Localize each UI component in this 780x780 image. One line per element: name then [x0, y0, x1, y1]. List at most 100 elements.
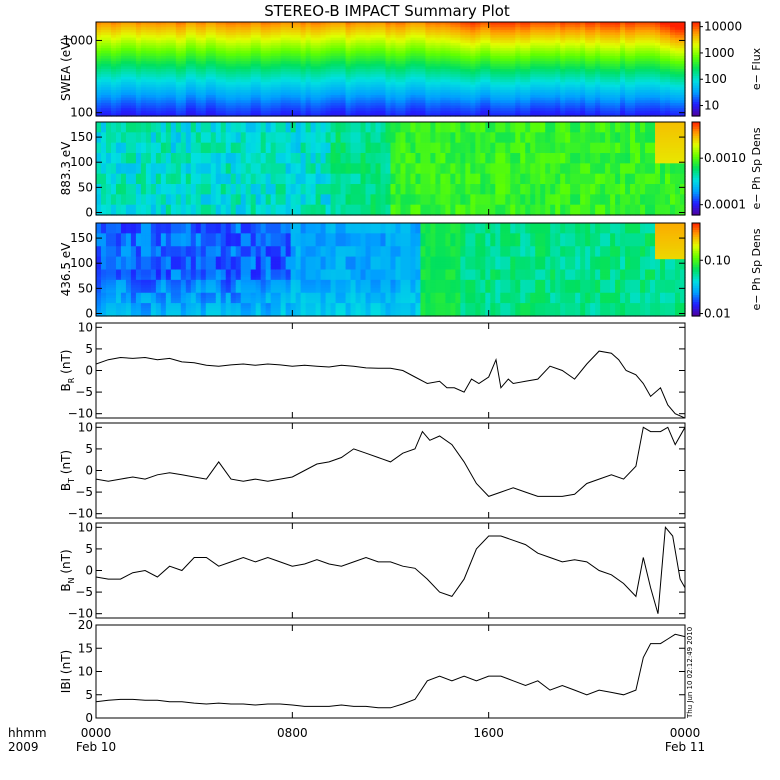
pad883-heat-cell: [140, 163, 147, 167]
swea-heat-cell: [105, 74, 112, 78]
swea-heat-cell: [635, 110, 641, 114]
swea-heat-cell: [550, 40, 556, 44]
swea-heat-cell: [475, 84, 481, 88]
swea-heat-cell: [615, 61, 621, 65]
pad883-heat-cell: [165, 165, 172, 170]
swea-heat-cell: [280, 45, 287, 49]
pad883-heat-cell: [96, 137, 102, 141]
swea-heat-cell: [390, 29, 397, 34]
swea-heat-cell: [605, 69, 611, 73]
swea-heat-cell: [200, 45, 207, 49]
swea-heat-cell: [470, 55, 476, 60]
swea-heat-cell: [360, 69, 367, 73]
swea-heat-cell: [510, 76, 516, 81]
swea-heat-cell: [460, 113, 466, 117]
swea-heat-cell: [345, 29, 352, 34]
swea-heat-cell: [135, 108, 142, 112]
swea-heat-cell: [115, 113, 122, 117]
pad883-heat-cell: [130, 194, 137, 198]
swea-heat-cell: [490, 63, 496, 67]
swea-heat-cell: [255, 84, 262, 88]
pad883-heat-cell: [185, 171, 192, 175]
pad883-heat-cell: [110, 176, 117, 180]
swea-heat-cell: [435, 53, 442, 57]
swea-heat-cell: [475, 40, 481, 44]
swea-heat-cell: [595, 82, 601, 86]
swea-heat-cell: [140, 61, 147, 65]
swea-heat-cell: [530, 61, 536, 65]
swea-heat-cell: [595, 40, 601, 44]
swea-heat-cell: [395, 29, 402, 34]
swea-heat-cell: [415, 45, 422, 49]
swea-heat-cell: [305, 35, 312, 39]
swea-heat-cell: [375, 71, 382, 75]
swea-heat-cell: [360, 50, 367, 54]
pad883-heat-cell: [155, 171, 162, 175]
swea-heat-cell: [490, 105, 496, 109]
pad883-heat-cell: [96, 163, 102, 167]
swea-heat-cell: [235, 24, 242, 28]
pad883-heat-cell: [160, 199, 167, 203]
swea-heat-cell: [310, 37, 317, 41]
swea-heat-cell: [675, 110, 681, 114]
swea-heat-cell: [385, 27, 392, 31]
pad883-heat-cell: [105, 140, 112, 144]
swea-heat-cell: [180, 63, 187, 67]
swea-heat-cell: [340, 92, 347, 96]
swea-heat-cell: [275, 35, 282, 39]
swea-heat-cell: [195, 35, 202, 39]
swea-heat-cell: [180, 24, 187, 28]
swea-heat-cell: [400, 110, 407, 114]
swea-heat-cell: [505, 53, 511, 57]
swea-heat-cell: [665, 100, 671, 104]
swea-heat-cell: [340, 102, 347, 107]
swea-heat-cell: [170, 84, 177, 88]
swea-heat-cell: [620, 35, 626, 39]
swea-heat-cell: [605, 108, 611, 112]
swea-heat-cell: [500, 76, 506, 81]
swea-heat-cell: [185, 27, 192, 31]
swea-heat-cell: [655, 37, 661, 41]
swea-heat-cell: [610, 87, 616, 91]
pad883-heat-cell: [130, 196, 137, 201]
swea-heat-cell: [105, 89, 112, 94]
swea-heat-cell: [280, 82, 287, 86]
swea-heat-cell: [145, 37, 152, 41]
pad883-heat-cell: [100, 173, 107, 177]
swea-heat-cell: [580, 97, 586, 101]
swea-heat-cell: [610, 84, 616, 88]
swea-heat-cell: [145, 66, 152, 70]
swea-heat-cell: [260, 29, 267, 34]
pad883-heat-cell: [105, 178, 112, 183]
swea-heat-cell: [120, 24, 127, 28]
swea-heat-cell: [620, 102, 626, 107]
swea-heat-cell: [225, 110, 232, 114]
swea-heat-cell: [110, 53, 117, 57]
swea-heat-cell: [175, 53, 182, 57]
swea-heat-cell: [325, 45, 332, 49]
pad883-heat-cell: [185, 189, 192, 193]
swea-heat-cell: [470, 63, 476, 67]
swea-heat-cell: [105, 110, 112, 114]
swea-heat-cell: [570, 97, 576, 101]
swea-heat-cell: [275, 66, 282, 70]
swea-heat-cell: [130, 61, 137, 65]
swea-heat-cell: [635, 55, 641, 60]
swea-heat-cell: [365, 87, 372, 91]
swea-heat-cell: [140, 113, 147, 117]
swea-heat-cell: [560, 48, 566, 52]
swea-heat-cell: [540, 50, 546, 54]
swea-heat-cell: [490, 55, 496, 60]
swea-heat-cell: [325, 69, 332, 73]
swea-heat-cell: [430, 89, 437, 94]
swea-heat-cell: [180, 42, 187, 47]
swea-heat-cell: [465, 58, 471, 62]
swea-heat-cell: [570, 63, 576, 67]
swea-heat-cell: [555, 92, 561, 96]
pad883-heat-cell: [100, 199, 107, 203]
swea-heat-cell: [635, 92, 641, 96]
swea-heat-cell: [105, 58, 112, 62]
swea-heat-cell: [555, 100, 561, 104]
swea-heat-cell: [100, 42, 107, 47]
swea-heat-cell: [305, 102, 312, 107]
